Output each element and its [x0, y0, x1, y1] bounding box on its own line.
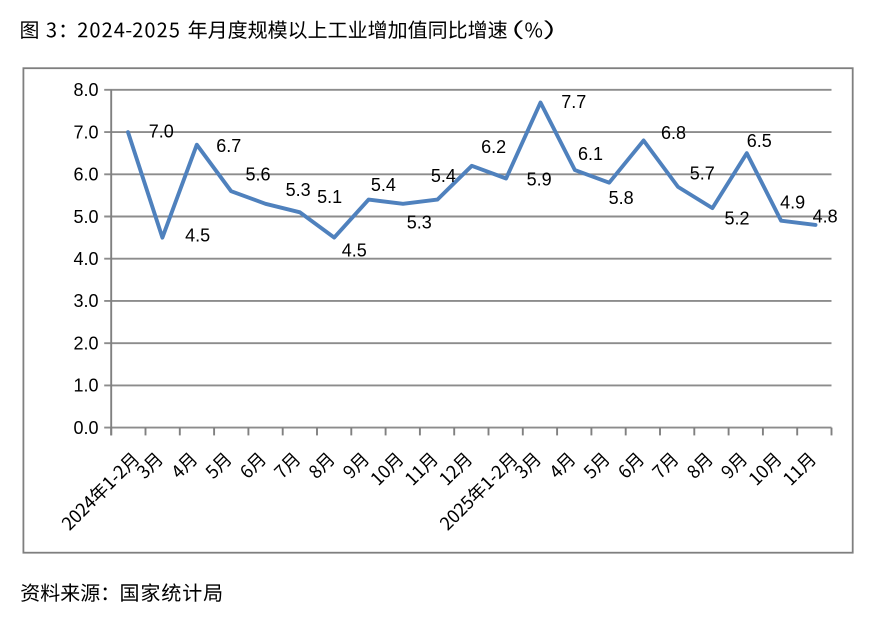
svg-text:0.0: 0.0: [73, 418, 98, 438]
svg-text:5.1: 5.1: [317, 187, 342, 207]
svg-text:6.7: 6.7: [216, 136, 241, 156]
svg-text:4.9: 4.9: [780, 193, 805, 213]
svg-text:5.9: 5.9: [527, 169, 552, 189]
svg-text:5.3: 5.3: [286, 180, 311, 200]
svg-text:8.0: 8.0: [73, 80, 98, 100]
svg-text:5.6: 5.6: [245, 164, 270, 184]
svg-text:4.8: 4.8: [813, 207, 838, 227]
svg-text:6.0: 6.0: [73, 165, 98, 185]
svg-text:4.0: 4.0: [73, 249, 98, 269]
svg-text:5.3: 5.3: [407, 213, 432, 233]
svg-text:6.2: 6.2: [481, 137, 506, 157]
svg-text:2.0: 2.0: [73, 334, 98, 354]
svg-text:1.0: 1.0: [73, 376, 98, 396]
svg-text:6.1: 6.1: [578, 144, 603, 164]
svg-text:3.0: 3.0: [73, 291, 98, 311]
svg-text:5.4: 5.4: [371, 175, 396, 195]
svg-text:7.0: 7.0: [149, 122, 174, 142]
svg-text:7.0: 7.0: [73, 122, 98, 142]
svg-text:5.7: 5.7: [690, 163, 715, 183]
svg-text:5.0: 5.0: [73, 207, 98, 227]
svg-text:6.5: 6.5: [747, 131, 772, 151]
svg-text:4.5: 4.5: [342, 240, 367, 260]
svg-text:5.4: 5.4: [431, 166, 456, 186]
svg-text:7.7: 7.7: [561, 92, 586, 112]
svg-text:4.5: 4.5: [185, 226, 210, 246]
svg-text:5.2: 5.2: [724, 208, 749, 228]
svg-text:5.8: 5.8: [609, 188, 634, 208]
svg-text:6.8: 6.8: [661, 123, 686, 143]
